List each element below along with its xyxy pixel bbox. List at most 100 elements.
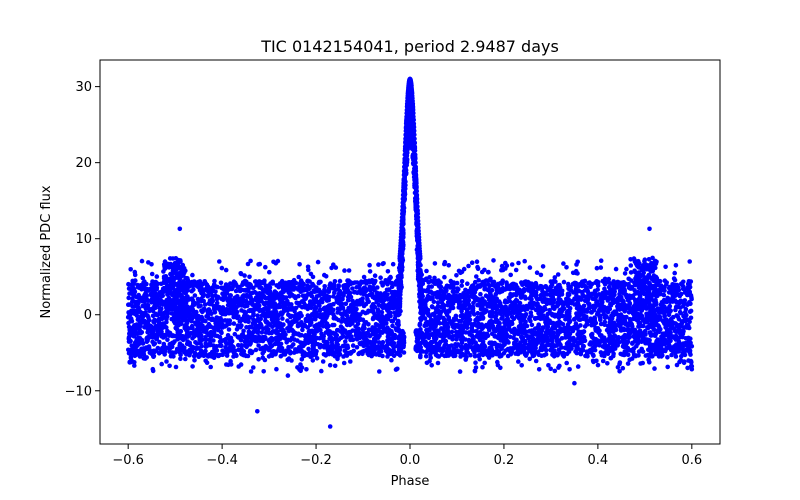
data-point (687, 292, 693, 297)
data-point (380, 330, 385, 335)
data-point (512, 326, 517, 332)
data-point (336, 291, 342, 297)
data-point (457, 332, 463, 338)
data-point (255, 313, 260, 318)
data-point (605, 309, 611, 315)
data-point (576, 307, 582, 313)
data-point (627, 316, 633, 322)
data-point (220, 352, 225, 358)
data-point (277, 342, 283, 347)
data-point (254, 291, 260, 296)
data-point (495, 284, 501, 289)
data-point (227, 295, 232, 301)
data-point (533, 346, 538, 351)
data-point (571, 317, 577, 322)
data-point (520, 282, 525, 288)
data-point (190, 283, 195, 289)
data-point (669, 352, 674, 358)
data-point (176, 331, 181, 337)
data-point (153, 323, 159, 329)
data-point (381, 320, 387, 326)
data-point (656, 341, 662, 346)
data-point (255, 295, 260, 300)
data-point (546, 342, 552, 348)
data-point (543, 299, 548, 305)
data-point (283, 287, 289, 293)
data-point (301, 343, 306, 349)
data-point (345, 294, 351, 300)
data-point (618, 327, 624, 333)
data-point (188, 347, 194, 352)
data-point (640, 323, 646, 329)
data-point (611, 283, 616, 289)
data-point (309, 293, 315, 299)
data-point (530, 351, 535, 357)
data-point (220, 348, 225, 354)
data-point (261, 310, 266, 316)
data-point (590, 352, 596, 358)
data-point (605, 305, 611, 311)
data-point (157, 311, 163, 317)
data-point (674, 300, 679, 305)
data-point (156, 298, 162, 304)
data-point (322, 289, 327, 295)
data-point (533, 342, 539, 348)
data-point (303, 333, 309, 338)
data-point (454, 298, 460, 303)
data-point (221, 292, 227, 298)
data-point (238, 338, 244, 343)
data-point (382, 280, 388, 285)
data-point (435, 318, 440, 324)
data-point (655, 293, 660, 299)
data-point (612, 341, 618, 347)
data-point (547, 307, 552, 313)
data-point (539, 309, 544, 314)
data-point (350, 343, 356, 348)
data-point (438, 346, 444, 352)
data-point (274, 349, 279, 354)
data-point (477, 284, 483, 289)
data-point (281, 295, 287, 301)
data-point (420, 314, 425, 320)
data-point (154, 312, 159, 318)
data-point (596, 279, 601, 285)
data-point (327, 336, 332, 342)
data-point (337, 278, 343, 284)
data-point (530, 332, 535, 338)
data-point (236, 342, 241, 348)
data-point (350, 280, 356, 286)
data-point (326, 348, 331, 354)
data-point (622, 349, 627, 355)
data-point (218, 315, 223, 321)
data-point (554, 303, 560, 309)
data-point (450, 301, 455, 307)
data-point (260, 280, 265, 286)
data-point (589, 331, 595, 337)
data-point (598, 321, 604, 327)
data-point (587, 292, 593, 297)
data-point (274, 335, 279, 340)
data-point (640, 337, 645, 343)
data-point (482, 284, 488, 290)
data-point (126, 302, 131, 308)
data-point (338, 335, 344, 341)
data-point (430, 331, 435, 337)
data-point (500, 285, 506, 291)
data-point (312, 332, 317, 337)
data-point (390, 303, 396, 309)
data-point (557, 290, 562, 295)
data-point (662, 278, 668, 284)
data-point (625, 323, 630, 328)
data-point (473, 344, 478, 350)
data-point (211, 338, 216, 343)
data-point (208, 333, 213, 339)
data-point (648, 346, 654, 351)
data-point (389, 280, 395, 286)
data-point (463, 342, 469, 348)
data-point (364, 331, 370, 336)
data-point (314, 335, 319, 341)
data-point (200, 309, 206, 314)
data-point (673, 304, 679, 310)
data-point (281, 329, 286, 334)
data-point (379, 310, 385, 315)
